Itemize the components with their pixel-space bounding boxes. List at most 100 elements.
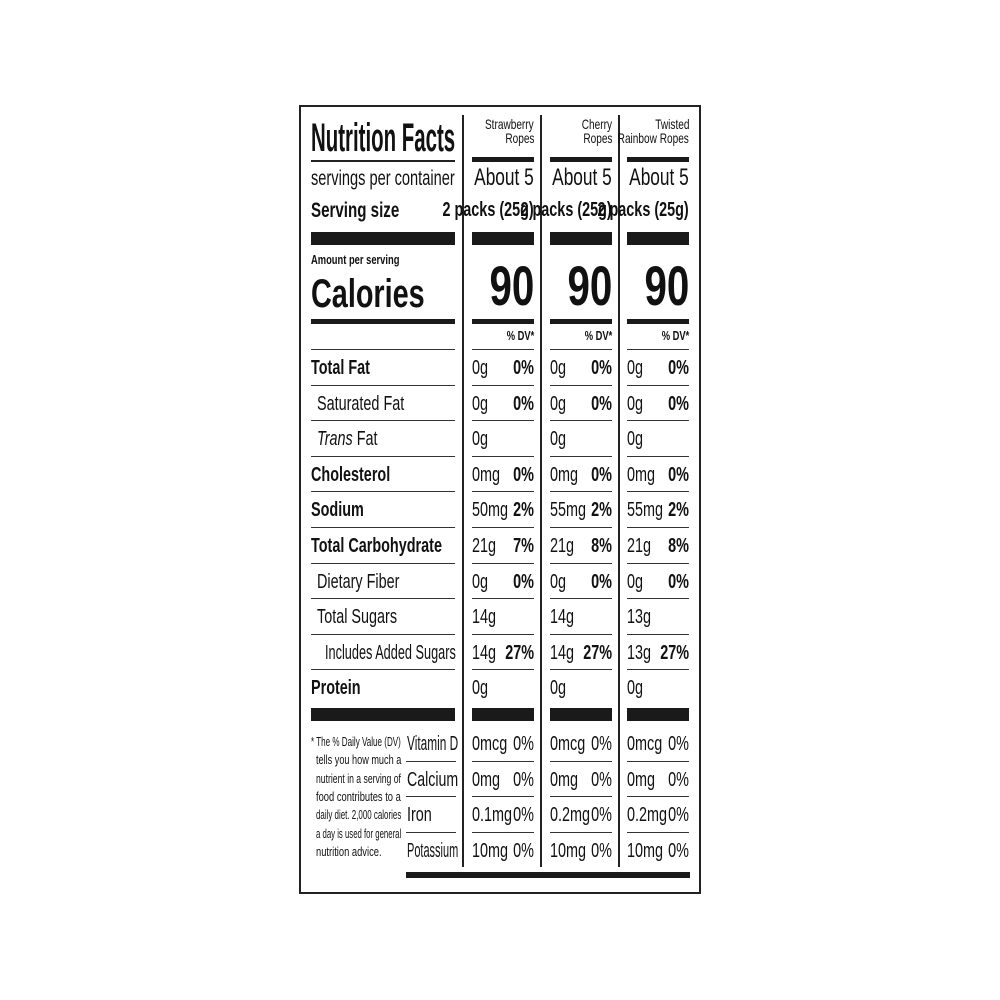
nutrient-amount: 0mg bbox=[472, 463, 501, 486]
row-divider bbox=[550, 384, 612, 386]
row-divider bbox=[627, 598, 689, 600]
thick-divider bbox=[311, 708, 455, 721]
nutrient-label: Total Sugars bbox=[317, 606, 398, 629]
nutrient-amount: 55mg bbox=[627, 499, 664, 522]
mineral-amount: 10mg bbox=[627, 839, 664, 862]
row-divider bbox=[472, 455, 534, 457]
mineral-amount: 0mcg bbox=[627, 733, 663, 755]
row-divider bbox=[627, 796, 689, 797]
mineral-label: Calcium bbox=[407, 768, 459, 791]
nutrient-amount: 0g bbox=[472, 677, 489, 700]
mineral-amount: 0.2mg bbox=[550, 804, 591, 826]
row-divider bbox=[627, 420, 689, 422]
thick-divider bbox=[550, 232, 612, 245]
nutrient-label: Total Carbohydrate bbox=[311, 535, 442, 557]
row-divider bbox=[472, 527, 534, 528]
row-divider bbox=[472, 633, 534, 635]
nutrient-amount: 0g bbox=[627, 677, 644, 700]
bottom-divider bbox=[406, 872, 690, 878]
mineral-daily-value: 0% bbox=[591, 839, 612, 862]
thick-divider bbox=[627, 232, 689, 245]
nutrient-amount: 0g bbox=[627, 570, 644, 593]
serving-size-value: 2 packs (25g) bbox=[442, 199, 534, 221]
nutrient-daily-value: 7% bbox=[513, 535, 534, 557]
servings-value: About 5 bbox=[474, 164, 534, 191]
mineral-amount: 0mg bbox=[472, 768, 501, 791]
footnote-line: tells you how much a bbox=[316, 752, 402, 768]
nutrient-label: Saturated Fat bbox=[317, 392, 405, 415]
row-divider bbox=[311, 527, 455, 528]
nutrient-daily-value: 0% bbox=[513, 357, 534, 379]
nutrient-daily-value: 0% bbox=[591, 392, 612, 415]
row-divider bbox=[550, 349, 612, 350]
nutrient-label: Sodium bbox=[311, 499, 364, 522]
nutrient-amount: 0g bbox=[550, 392, 567, 415]
nutrient-daily-value: 8% bbox=[668, 535, 689, 557]
footnote-line: a day is used for general bbox=[316, 825, 402, 841]
row-divider bbox=[311, 633, 455, 635]
column-divider bbox=[540, 115, 542, 867]
mineral-daily-value: 0% bbox=[513, 804, 534, 826]
footnote-line: nutrition advice. bbox=[316, 843, 382, 859]
row-divider bbox=[627, 384, 689, 386]
row-divider bbox=[550, 831, 612, 833]
row-divider bbox=[627, 669, 689, 671]
row-divider bbox=[311, 491, 455, 493]
nutrient-daily-value: 27% bbox=[660, 641, 689, 664]
row-divider bbox=[550, 491, 612, 493]
nutrient-daily-value: 0% bbox=[591, 570, 612, 593]
calories-value: 90 bbox=[644, 254, 689, 317]
row-divider bbox=[627, 633, 689, 635]
nutrient-daily-value: 27% bbox=[583, 641, 612, 664]
nutrient-label: Trans Fat bbox=[317, 428, 378, 451]
mineral-label: Iron bbox=[407, 804, 432, 826]
row-divider bbox=[627, 455, 689, 457]
nutrient-amount: 13g bbox=[627, 641, 652, 664]
product-name-line2: Ropes bbox=[504, 130, 534, 146]
thick-divider bbox=[627, 708, 689, 721]
calories-value: 90 bbox=[567, 254, 612, 317]
footnote-line: food contributes to a bbox=[316, 788, 401, 804]
nutrient-label: Protein bbox=[311, 677, 361, 700]
nutrient-amount: 0g bbox=[627, 392, 644, 415]
nutrient-amount: 21g bbox=[550, 535, 575, 557]
nutrient-daily-value: 2% bbox=[591, 499, 612, 522]
footnote-line: nutrient in a serving of bbox=[316, 770, 401, 786]
row-divider bbox=[550, 669, 612, 671]
nutrient-amount: 0g bbox=[550, 570, 567, 593]
row-divider bbox=[472, 420, 534, 422]
mineral-amount: 0mcg bbox=[472, 733, 508, 755]
medium-divider bbox=[627, 319, 689, 324]
row-divider bbox=[627, 831, 689, 833]
nutrient-amount: 21g bbox=[627, 535, 652, 557]
nutrient-label: Dietary Fiber bbox=[317, 570, 400, 593]
thick-divider bbox=[472, 232, 534, 245]
row-divider bbox=[406, 760, 456, 762]
row-divider bbox=[472, 760, 534, 762]
nutrient-amount: 13g bbox=[627, 606, 652, 629]
row-divider bbox=[406, 796, 456, 797]
row-divider bbox=[550, 562, 612, 564]
nutrient-label: Total Fat bbox=[311, 357, 370, 379]
mineral-amount: 0.1mg bbox=[472, 804, 513, 826]
row-divider bbox=[472, 384, 534, 386]
amount-per-serving-label: Amount per serving bbox=[311, 252, 400, 267]
nutrient-amount: 0g bbox=[472, 570, 489, 593]
divider bbox=[311, 160, 455, 162]
nutrient-daily-value: 8% bbox=[591, 535, 612, 557]
mineral-daily-value: 0% bbox=[668, 733, 689, 755]
product-name-line1: Strawberry bbox=[485, 116, 534, 132]
mineral-amount: 0.2mg bbox=[627, 804, 668, 826]
servings-value: About 5 bbox=[629, 164, 689, 191]
product-name-line2: Ropes bbox=[582, 130, 612, 146]
mineral-daily-value: 0% bbox=[668, 768, 689, 791]
dv-header: % DV* bbox=[506, 328, 534, 343]
row-divider bbox=[550, 420, 612, 422]
row-divider bbox=[627, 527, 689, 528]
column-divider bbox=[462, 115, 464, 867]
nutrient-daily-value: 27% bbox=[505, 641, 534, 664]
nutrient-amount: 0g bbox=[472, 392, 489, 415]
nutrient-amount: 0g bbox=[472, 357, 489, 379]
mineral-amount: 10mg bbox=[472, 839, 509, 862]
divider bbox=[550, 157, 612, 162]
